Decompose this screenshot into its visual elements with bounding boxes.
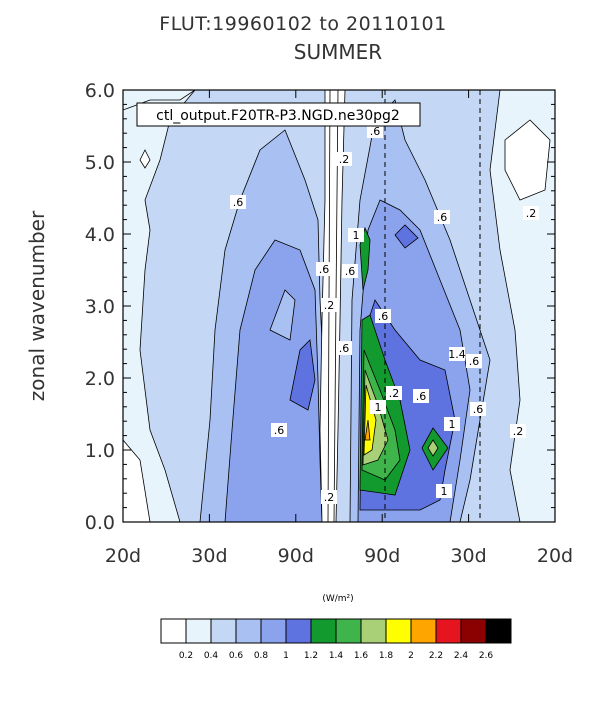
chart-title: FLUT:19960102 to 20110101 <box>159 13 446 35</box>
contour-label: 1 <box>444 417 460 431</box>
y-axis: 0.0 1.0 2.0 3.0 4.0 5.0 6.0 <box>85 80 555 534</box>
colorbar-swatch <box>460 618 487 644</box>
contour-label: .6 <box>271 423 287 437</box>
colorbar-swatch <box>385 618 412 644</box>
x-tick-label: 20d <box>537 545 573 567</box>
colorbar-label: 2.2 <box>429 651 443 661</box>
y-tick-label: 1.0 <box>85 440 115 462</box>
contour-label-text: .2 <box>324 299 335 312</box>
contour-label: .6 <box>470 402 486 416</box>
colorbar-swatch <box>185 618 212 644</box>
contour-label-text: 1 <box>353 229 360 242</box>
colorbar-swatch <box>285 618 312 644</box>
colorbar-swatch <box>310 618 337 644</box>
colorbar: 0.2 0.4 0.6 0.8 1 1.2 1.4 1.6 1.8 2 2.2 2.4 2.6 <box>160 618 512 661</box>
contour-label: 1 <box>348 228 364 242</box>
contour-label-text: .6 <box>319 263 330 276</box>
contour-label: .6 <box>434 210 450 224</box>
contour-label: .6 <box>367 124 383 138</box>
y-tick-label: 3.0 <box>85 296 115 318</box>
colorbar-label: 2 <box>408 651 414 661</box>
x-tick-label: 30d <box>450 545 486 567</box>
contour-label-text: .6 <box>233 196 244 209</box>
contour-label-text: .2 <box>324 491 335 504</box>
colorbar-label: 2.6 <box>479 651 494 661</box>
colorbar-label: 0.4 <box>204 651 219 661</box>
contour-label: .6 <box>230 195 246 209</box>
chart-subtitle: SUMMER <box>294 40 382 64</box>
contour-label-text: .6 <box>345 265 356 278</box>
colorbar-label: 1.8 <box>379 651 394 661</box>
contour-label: .2 <box>321 298 337 312</box>
contour-label-text: .6 <box>437 211 448 224</box>
colorbar-swatch <box>235 618 262 644</box>
colorbar-swatch <box>160 618 187 644</box>
contour-label-text: .2 <box>389 387 400 400</box>
y-axis-label: zonal wavenumber <box>25 210 49 401</box>
colorbar-label: 2.4 <box>454 651 469 661</box>
contour-label: 1 <box>436 484 452 498</box>
contour-labels: .2 .6 .6 .6 .2 .6 .6 1 .2 .6 .6 .2 1 1.4 1 .6 .6 .2 1 .6 .6.… <box>230 124 539 504</box>
contour-label-text: 1 <box>449 418 456 431</box>
y-tick-label: 2.0 <box>85 368 115 390</box>
contour-label-text: .2 <box>526 207 537 220</box>
colorbar-swatch <box>435 618 462 644</box>
contour-label: .2 <box>336 152 352 166</box>
colorbar-label: 0.6 <box>229 651 244 661</box>
contour-label-text: .6 <box>274 424 285 437</box>
contour-label-text: .6 <box>473 403 484 416</box>
contour-label-text: .6 <box>378 310 389 323</box>
x-tick-label: 90d <box>278 545 314 567</box>
colorbar-swatch <box>335 618 362 644</box>
colorbar-swatch <box>210 618 237 644</box>
colorbar-swatch <box>485 618 512 644</box>
contour-label: 1 <box>370 400 386 414</box>
y-tick-label: 5.0 <box>85 152 115 174</box>
colorbar-label: 0.8 <box>254 651 269 661</box>
colorbar-label: 1.2 <box>304 651 318 661</box>
colorbar-label: 1 <box>283 651 289 661</box>
contour-label: .6 <box>336 341 352 355</box>
contour-label: .2 <box>321 490 337 504</box>
colorbar-swatch <box>260 618 287 644</box>
colorbar-label: 1.4 <box>329 651 344 661</box>
contour-label: .2 <box>510 424 526 438</box>
contour-label-text: .2 <box>513 425 524 438</box>
contour-label: .6 <box>316 262 332 276</box>
contour-label-text: .6 <box>370 125 381 138</box>
contour-label: .2 <box>523 206 539 220</box>
colorbar-label: 1.6 <box>354 651 369 661</box>
contour-label: 1.4 <box>448 347 466 361</box>
contour-label-text: 1.4 <box>448 348 466 361</box>
x-tick-label: 20d <box>105 545 141 567</box>
y-tick-label: 4.0 <box>85 224 115 246</box>
x-tick-label: 30d <box>191 545 227 567</box>
contour-label: .2 <box>386 386 402 400</box>
colorbar-swatch <box>360 618 387 644</box>
y-tick-label: 6.0 <box>85 80 115 102</box>
inset-label: ctl_output.F20TR-P3.NGD.ne30pg2 <box>136 102 421 127</box>
contour-label-text: .6 <box>339 342 350 355</box>
contour-label: .6 <box>466 354 482 368</box>
contour-label-text: .2 <box>339 153 350 166</box>
contour-label: .6 <box>413 389 429 403</box>
colorbar-swatch <box>410 618 437 644</box>
inset-label-text: ctl_output.F20TR-P3.NGD.ne30pg2 <box>156 108 400 124</box>
contour-label-text: 1 <box>441 485 448 498</box>
contour-label: .6 <box>342 264 358 278</box>
y-tick-label: 0.0 <box>85 512 115 534</box>
plot-area <box>123 90 555 522</box>
contour-label-text: .6 <box>469 355 480 368</box>
colorbar-units: (W/m²) <box>322 594 353 604</box>
contour-label-text: .6 <box>416 390 427 403</box>
contour-label-text: 1 <box>375 401 382 414</box>
contour-label: .6 <box>375 309 391 323</box>
x-axis: 20d 30d 90d 90d 30d 20d <box>105 90 573 567</box>
x-tick-label: 90d <box>364 545 400 567</box>
colorbar-label: 0.2 <box>179 651 193 661</box>
